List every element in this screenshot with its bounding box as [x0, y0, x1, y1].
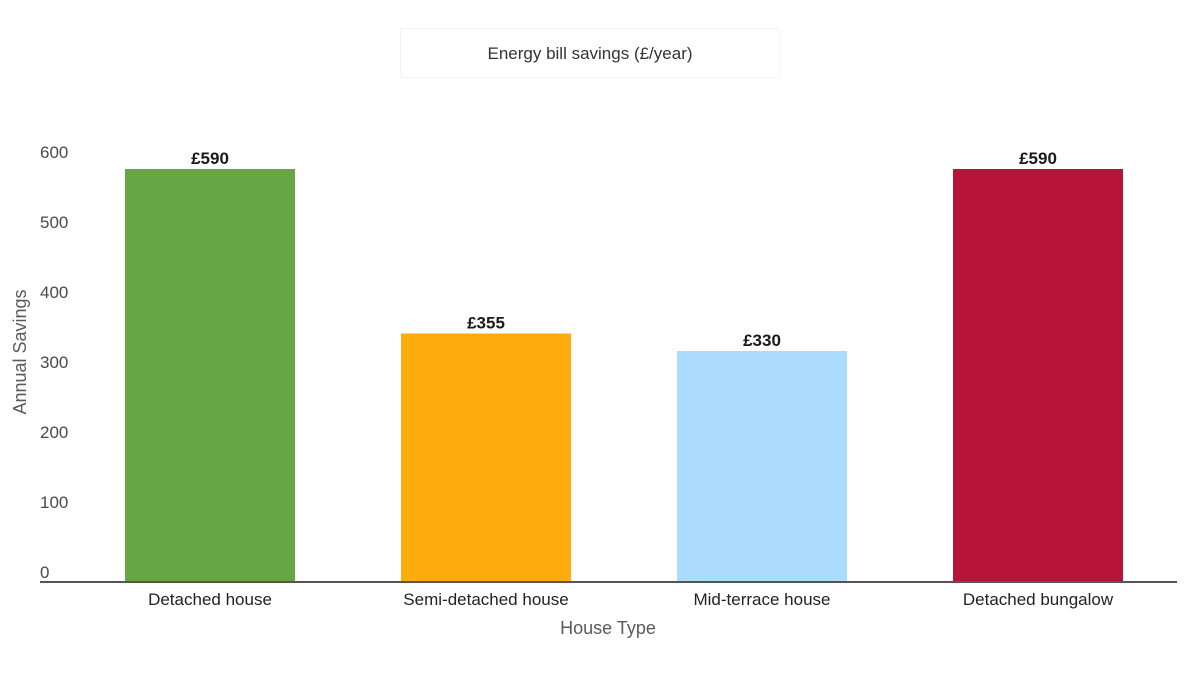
data-labels: £590 £355 £330 £590	[191, 149, 1057, 350]
x-axis: Detached house Semi-detached house Mid-ter…	[148, 590, 1114, 609]
bar	[677, 351, 847, 582]
x-tick-label: Semi-detached house	[403, 590, 568, 609]
data-label: £590	[191, 149, 229, 168]
y-tick-label: 300	[40, 353, 68, 372]
x-tick-label: Detached house	[148, 590, 272, 609]
data-label: £330	[743, 331, 781, 350]
data-label: £355	[467, 314, 505, 333]
y-axis: 0 100 200 300 400 500 600	[40, 143, 68, 582]
y-axis-title: Annual Savings	[10, 289, 30, 414]
bar	[401, 333, 571, 582]
data-label: £590	[1019, 149, 1057, 168]
y-tick-label: 200	[40, 423, 68, 442]
y-tick-label: 100	[40, 493, 68, 512]
y-tick-label: 400	[40, 283, 68, 302]
bar	[953, 169, 1123, 582]
y-tick-label: 500	[40, 213, 68, 232]
y-tick-label: 0	[40, 563, 49, 582]
chart-title: Energy bill savings (£/year)	[400, 28, 780, 78]
x-tick-label: Detached bungalow	[963, 590, 1114, 609]
bar	[125, 169, 295, 582]
x-tick-label: Mid-terrace house	[693, 590, 830, 609]
bars	[125, 169, 1123, 582]
y-tick-label: 600	[40, 143, 68, 162]
x-axis-title: House Type	[560, 618, 656, 638]
